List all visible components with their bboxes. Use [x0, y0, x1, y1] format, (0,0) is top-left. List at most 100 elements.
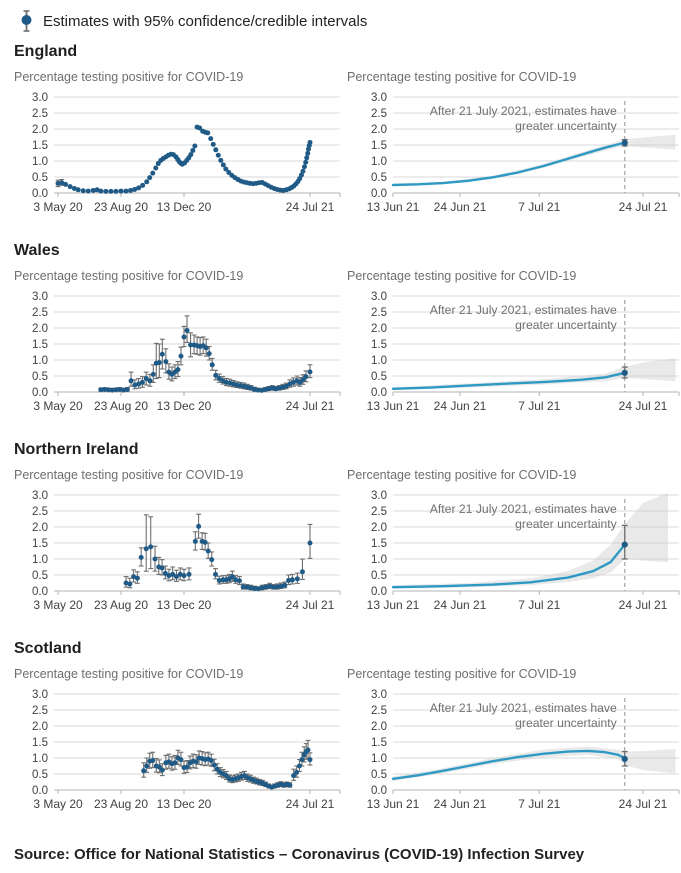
svg-text:0.0: 0.0 [371, 586, 387, 598]
svg-text:24 Jul 21: 24 Jul 21 [286, 399, 335, 413]
svg-text:1.5: 1.5 [371, 140, 387, 152]
svg-text:1.0: 1.0 [371, 753, 387, 765]
long-term-chart-col: Percentage testing positive for COVID-19… [14, 61, 347, 233]
long-term-chart: 0.0 0.5 1.0 1.5 2.0 2.5 3.0 3 May 20 23 Aug 20 13… [32, 689, 341, 811]
svg-text:0.5: 0.5 [32, 371, 48, 383]
recent-trend-chart: 0.0 0.5 1.0 1.5 2.0 2.5 3.0 13 Jun 21 24 Jun 21 7… [367, 490, 680, 612]
svg-text:3.0: 3.0 [32, 490, 48, 502]
svg-text:2.5: 2.5 [371, 705, 387, 717]
svg-text:13 Dec 20: 13 Dec 20 [157, 200, 212, 214]
svg-text:24 Jul 21: 24 Jul 21 [619, 399, 668, 413]
svg-text:3.0: 3.0 [371, 689, 387, 701]
svg-text:After 21 July 2021, estimates: After 21 July 2021, estimates have [430, 502, 617, 516]
svg-text:2.0: 2.0 [371, 124, 387, 136]
svg-text:3 May 20: 3 May 20 [33, 399, 83, 413]
long-term-chart: 0.0 0.5 1.0 1.5 2.0 2.5 3.0 3 May 20 23 Aug 20 13… [32, 291, 341, 413]
svg-text:2.0: 2.0 [32, 323, 48, 335]
svg-text:0.5: 0.5 [371, 769, 387, 781]
recent-trend-chart: 0.0 0.5 1.0 1.5 2.0 2.5 3.0 13 Jun 21 24 Jun 21 7… [367, 291, 680, 413]
charts-row: Percentage testing positive for COVID-19… [14, 61, 681, 233]
svg-text:3.0: 3.0 [371, 291, 387, 303]
svg-text:7 Jul 21: 7 Jul 21 [518, 598, 560, 612]
svg-text:0.0: 0.0 [32, 188, 48, 200]
svg-text:24 Jul 21: 24 Jul 21 [619, 797, 668, 811]
svg-text:1.0: 1.0 [32, 156, 48, 168]
svg-text:2.5: 2.5 [371, 506, 387, 518]
svg-text:1.5: 1.5 [371, 538, 387, 550]
svg-text:1.0: 1.0 [371, 156, 387, 168]
svg-text:7 Jul 21: 7 Jul 21 [518, 399, 560, 413]
long-term-chart: 0.0 0.5 1.0 1.5 2.0 2.5 3.0 3 May 20 23 Aug 20 13… [32, 490, 341, 612]
svg-text:0.5: 0.5 [371, 172, 387, 184]
source-note: Source: Office for National Statistics –… [14, 846, 585, 863]
svg-text:2.0: 2.0 [371, 721, 387, 733]
svg-text:3 May 20: 3 May 20 [33, 598, 83, 612]
svg-text:23 Aug 20: 23 Aug 20 [94, 598, 148, 612]
charts-row: Percentage testing positive for COVID-19… [14, 260, 681, 432]
svg-text:1.5: 1.5 [32, 339, 48, 351]
svg-text:0.5: 0.5 [32, 769, 48, 781]
svg-text:3 May 20: 3 May 20 [33, 200, 83, 214]
svg-text:24 Jul 21: 24 Jul 21 [286, 598, 335, 612]
svg-text:2.5: 2.5 [371, 307, 387, 319]
recent-trend-chart-col: Percentage testing positive for COVID-19… [347, 459, 680, 631]
chart-title: Percentage testing positive for COVID-19 [347, 667, 577, 681]
recent-trend-chart: 0.0 0.5 1.0 1.5 2.0 2.5 3.0 13 Jun 21 24 Jun 21 7… [367, 689, 680, 811]
chart-title: Percentage testing positive for COVID-19 [14, 269, 244, 283]
svg-text:0.0: 0.0 [32, 586, 48, 598]
svg-text:2.5: 2.5 [32, 705, 48, 717]
svg-text:2.0: 2.0 [32, 124, 48, 136]
chart-title: Percentage testing positive for COVID-19 [347, 468, 577, 482]
svg-text:0.0: 0.0 [371, 188, 387, 200]
svg-text:greater uncertainty: greater uncertainty [515, 318, 618, 332]
long-term-chart-col: Percentage testing positive for COVID-19… [14, 459, 347, 631]
chart-title: Percentage testing positive for COVID-19 [14, 70, 244, 84]
recent-trend-chart-col: Percentage testing positive for COVID-19… [347, 61, 680, 233]
svg-text:1.5: 1.5 [32, 737, 48, 749]
legend: Estimates with 95% confidence/credible i… [20, 8, 681, 34]
svg-text:1.5: 1.5 [32, 538, 48, 550]
svg-text:1.0: 1.0 [32, 554, 48, 566]
svg-text:1.5: 1.5 [32, 140, 48, 152]
svg-text:2.5: 2.5 [371, 108, 387, 120]
long-term-chart-col: Percentage testing positive for COVID-19… [14, 658, 347, 830]
svg-text:2.0: 2.0 [371, 522, 387, 534]
region-section: England Percentage testing positive for … [14, 43, 681, 233]
svg-text:24 Jul 21: 24 Jul 21 [619, 200, 668, 214]
svg-text:0.5: 0.5 [371, 371, 387, 383]
svg-text:greater uncertainty: greater uncertainty [515, 517, 618, 531]
svg-text:3.0: 3.0 [371, 490, 387, 502]
svg-text:2.0: 2.0 [32, 721, 48, 733]
long-term-chart-col: Percentage testing positive for COVID-19… [14, 260, 347, 432]
svg-text:7 Jul 21: 7 Jul 21 [518, 797, 560, 811]
recent-trend-chart-col: Percentage testing positive for COVID-19… [347, 260, 680, 432]
svg-text:2.0: 2.0 [371, 323, 387, 335]
region-section: Northern Ireland Percentage testing posi… [14, 441, 681, 631]
legend-label: Estimates with 95% confidence/credible i… [43, 12, 368, 30]
chart-title: Percentage testing positive for COVID-19 [347, 269, 577, 283]
svg-text:0.0: 0.0 [371, 785, 387, 797]
regions-container: England Percentage testing positive for … [14, 43, 681, 830]
svg-text:2.0: 2.0 [32, 522, 48, 534]
svg-text:0.5: 0.5 [32, 570, 48, 582]
chart-title: Percentage testing positive for COVID-19 [14, 468, 244, 482]
charts-row: Percentage testing positive for COVID-19… [14, 658, 681, 830]
svg-text:greater uncertainty: greater uncertainty [515, 119, 618, 133]
svg-text:13 Jun 21: 13 Jun 21 [367, 598, 420, 612]
charts-row: Percentage testing positive for COVID-19… [14, 459, 681, 631]
region-heading: England [14, 43, 78, 60]
svg-text:3.0: 3.0 [32, 92, 48, 104]
region-heading: Scotland [14, 640, 82, 657]
svg-text:3 May 20: 3 May 20 [33, 797, 83, 811]
svg-text:24 Jun 21: 24 Jun 21 [434, 200, 487, 214]
svg-text:1.0: 1.0 [32, 753, 48, 765]
svg-text:1.5: 1.5 [371, 339, 387, 351]
svg-text:13 Jun 21: 13 Jun 21 [367, 399, 420, 413]
svg-text:1.0: 1.0 [371, 554, 387, 566]
region-section: Wales Percentage testing positive for CO… [14, 242, 681, 432]
svg-text:24 Jul 21: 24 Jul 21 [286, 797, 335, 811]
svg-text:13 Dec 20: 13 Dec 20 [157, 399, 212, 413]
svg-text:0.0: 0.0 [32, 387, 48, 399]
svg-text:23 Aug 20: 23 Aug 20 [94, 797, 148, 811]
